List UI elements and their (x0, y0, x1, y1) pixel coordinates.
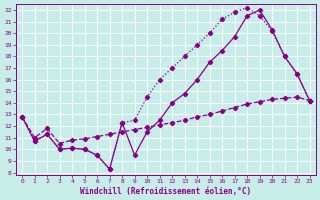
X-axis label: Windchill (Refroidissement éolien,°C): Windchill (Refroidissement éolien,°C) (80, 187, 252, 196)
